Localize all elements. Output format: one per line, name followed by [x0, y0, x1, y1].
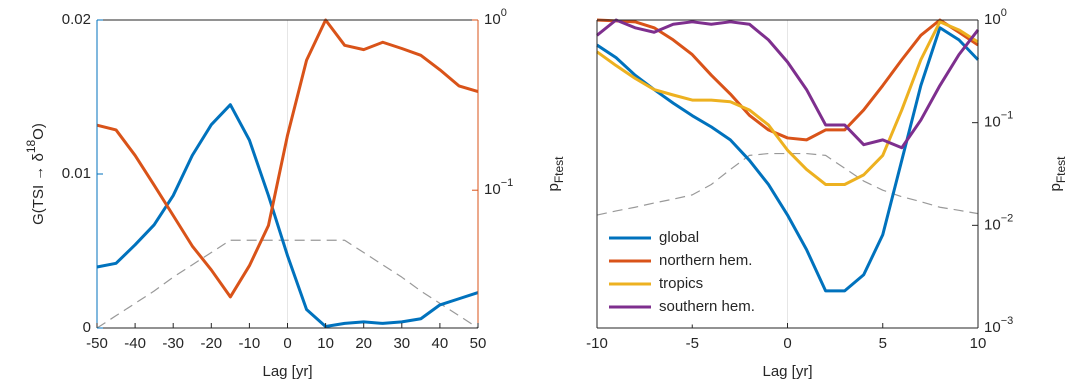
x-tick-label: 10 [970, 335, 987, 352]
x-axis-label: Lag [yr] [762, 363, 812, 380]
series-line [96, 103, 479, 328]
x-tick-label: 0 [283, 335, 291, 352]
x-tick-label: 40 [432, 335, 449, 352]
axis-label-part: G(TSI → δ [30, 153, 47, 225]
x-tick-label: 20 [355, 335, 372, 352]
series-line [596, 20, 979, 186]
axis-label-part: p [545, 183, 562, 191]
series-line [96, 239, 479, 329]
tick-base: 10 [984, 216, 1001, 233]
legend-label: southern hem. [659, 298, 755, 315]
axis-label-part: O) [30, 123, 47, 140]
tick-base: 10 [984, 114, 1001, 131]
x-tick-label: -10 [586, 335, 608, 352]
tick-exponent: 0 [501, 7, 507, 19]
x-tick-label: -40 [124, 335, 146, 352]
axis-label: pFtest [545, 156, 566, 192]
x-tick-label: 0 [783, 335, 791, 352]
y-tick-label: 0.01 [62, 165, 91, 182]
tick-exponent: −3 [1001, 315, 1014, 327]
x-tick-label: -30 [162, 335, 184, 352]
y-tick-label: 0.02 [62, 11, 91, 28]
x-axis-label: Lag [yr] [262, 363, 312, 380]
y-tick-label: 10−3 [984, 315, 1013, 336]
legend-label: northern hem. [659, 252, 752, 269]
x-tick-label: -10 [239, 335, 261, 352]
axis-label-part: p [1047, 183, 1064, 191]
x-tick-label: -5 [686, 335, 699, 352]
x-tick-label: -50 [86, 335, 108, 352]
y-tick-label: 10−2 [984, 212, 1013, 233]
series-line [596, 26, 980, 293]
legend-label: tropics [659, 275, 703, 292]
tick-exponent: −2 [1001, 212, 1014, 224]
y2-tick-label: 100 [484, 7, 507, 28]
axis-label-part: Ftest [552, 156, 566, 183]
tick-exponent: −1 [501, 177, 514, 189]
x-tick-label: 30 [393, 335, 410, 352]
tick-base: 10 [984, 11, 1001, 28]
tick-base: 10 [484, 181, 501, 198]
x-tick-label: 5 [879, 335, 887, 352]
axis-label-part: Ftest [1054, 156, 1068, 183]
series-line [96, 18, 479, 299]
tick-base: 10 [484, 11, 501, 28]
tick-base: 10 [984, 319, 1001, 336]
axis-label: G(TSI → δ18O) [24, 123, 47, 225]
y-tick-label: 100 [984, 7, 1007, 28]
x-tick-label: -20 [200, 335, 222, 352]
y-tick-label: 10−1 [984, 110, 1013, 131]
series-line [596, 18, 979, 142]
tick-exponent: −1 [1001, 110, 1014, 122]
x-tick-label: 50 [470, 335, 487, 352]
legend-label: global [659, 229, 699, 246]
y-tick-label: 0 [83, 319, 91, 336]
series-line [596, 152, 979, 216]
series-line [596, 18, 980, 150]
tick-exponent: 0 [1001, 7, 1007, 19]
axis-label: pFtest [1047, 156, 1068, 192]
x-tick-label: 10 [317, 335, 334, 352]
y2-tick-label: 10−1 [484, 177, 513, 198]
axis-label-part: 18 [24, 139, 38, 153]
